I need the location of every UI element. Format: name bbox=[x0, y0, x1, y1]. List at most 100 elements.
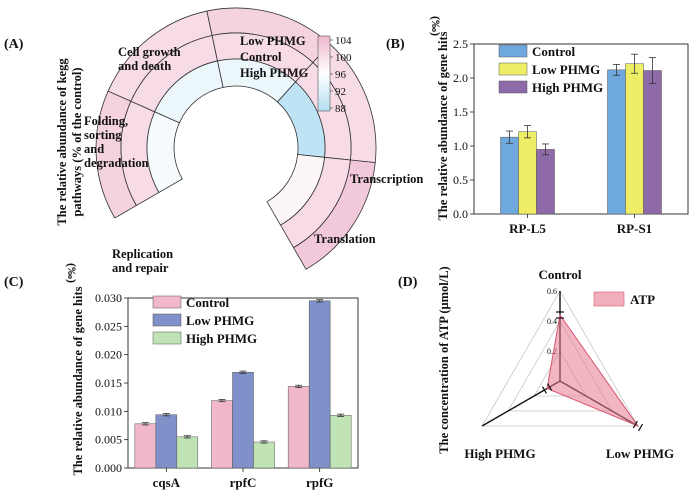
panel-label-c: (C) bbox=[4, 275, 24, 290]
y-tick-label: 1.0 bbox=[453, 139, 468, 153]
radar-tick-label: 0.4 bbox=[547, 317, 557, 326]
x-tick-label: rpfC bbox=[230, 475, 257, 490]
radar-area-atp bbox=[546, 313, 640, 428]
ring-label-low-phmg: Low PHMG bbox=[240, 34, 306, 48]
y-tick-label: 0.0 bbox=[453, 207, 468, 221]
panel-b-ylabel-unit: (‰) bbox=[429, 16, 443, 36]
bar-low-phmg-rp-s1 bbox=[625, 63, 644, 215]
panel-label-d: (D) bbox=[398, 275, 418, 290]
bar-chart-c: 0.000 0.005 0.010 0.015 0.020 0.025 0.030 cqsA r… bbox=[95, 291, 359, 490]
colorbar: 104 100 96 92 88 bbox=[317, 35, 352, 115]
ring-label-high-phmg: High PHMG bbox=[240, 66, 309, 80]
y-tick-label: 2.0 bbox=[453, 71, 468, 85]
radar-chart-d: 0.2 0.4 0.6 Control Low PHMG High PHMG ATP bbox=[464, 267, 674, 461]
legend-label-atp: ATP bbox=[630, 292, 655, 307]
bar-control-rpfg bbox=[287, 386, 310, 469]
x-tick-label: RP-S1 bbox=[617, 221, 652, 236]
category-label-replication-and-repair: Replication bbox=[112, 247, 173, 261]
legend-swatch-high-phmg bbox=[498, 80, 528, 94]
bar-low-phmg-rpfg bbox=[308, 300, 331, 469]
category-label-cell-growth-and-death: and death bbox=[118, 59, 171, 73]
bar-low-phmg-rpfc bbox=[232, 371, 254, 469]
y-tick-label: 0.5 bbox=[453, 173, 468, 187]
category-label-replication-and-repair: and repair bbox=[112, 261, 169, 275]
ring-labels: Low PHMG Control High PHMG bbox=[240, 34, 309, 80]
radar-axis-label-low-phmg: Low PHMG bbox=[606, 446, 674, 461]
bar-control-rp-l5 bbox=[500, 136, 519, 215]
radar-axis-label-high-phmg: High PHMG bbox=[464, 446, 535, 461]
x-tick-label: cqsA bbox=[153, 475, 181, 490]
colorbar-gradient bbox=[317, 35, 331, 112]
category-label-folding-sorting-and-degradation: Folding, bbox=[84, 114, 128, 128]
radial-heatmap bbox=[95, 7, 377, 270]
category-label-folding-sorting-and-degradation: degradation bbox=[84, 156, 149, 170]
legend-swatch-low-phmg bbox=[152, 313, 182, 327]
y-tick-label: 0.020 bbox=[95, 348, 122, 362]
y-tick-label: 0.000 bbox=[95, 461, 122, 475]
legend-label-control: Control bbox=[186, 295, 229, 310]
legend-label-low-phmg: Low PHMG bbox=[532, 62, 600, 77]
radar-tick-label: 0.6 bbox=[547, 287, 557, 296]
category-label-cell-growth-and-death: Cell growth bbox=[118, 45, 181, 59]
radar-error-cap bbox=[541, 386, 547, 394]
legend-swatch-control bbox=[498, 44, 528, 58]
bar-high-phmg-rpfc bbox=[253, 441, 275, 469]
bar-chart-b: 0.0 0.5 1.0 1.5 2.0 2.5 RP-L5 RP-S1 Control Low P… bbox=[453, 37, 689, 236]
legend-swatch-atp bbox=[593, 291, 625, 307]
bar-high-phmg-rp-l5 bbox=[536, 149, 555, 215]
category-label-transcription: Transcription bbox=[350, 172, 423, 186]
panel-d-ylabel: The concentration of ATP (μmol/L) bbox=[437, 266, 451, 453]
panel-b: (B) The relative abundance of gene hits … bbox=[386, 16, 689, 236]
y-tick-label: 0.005 bbox=[95, 433, 122, 447]
legend-label-control: Control bbox=[532, 44, 575, 59]
panel-c-ylabel: The relative abundance of gene hits bbox=[71, 286, 85, 475]
bar-control-rpfc bbox=[211, 400, 233, 469]
category-label-translation: Translation bbox=[314, 232, 376, 246]
legend-swatch-high-phmg bbox=[152, 331, 182, 345]
panel-a-ylabel-line1: The relative abundance of kegg bbox=[55, 58, 69, 226]
panel-label-b: (B) bbox=[386, 37, 405, 52]
bar-high-phmg-rp-s1 bbox=[643, 70, 662, 215]
y-tick-label: 0.015 bbox=[95, 376, 122, 390]
panel-c-ylabel-unit: (‰) bbox=[65, 263, 79, 283]
panel-label-a: (A) bbox=[4, 37, 24, 52]
legend-label-low-phmg: Low PHMG bbox=[186, 313, 254, 328]
panel-a: (A) The relative abundance of kegg pathw… bbox=[4, 7, 423, 275]
x-tick-label: rpfG bbox=[306, 475, 333, 490]
ring-label-control: Control bbox=[240, 50, 282, 64]
colorbar-tick-label: 100 bbox=[335, 52, 352, 64]
y-tick-label: 2.5 bbox=[453, 37, 468, 51]
cell-high-phmg-transcription bbox=[266, 154, 325, 226]
panel-b-ylabel: The relative abundance of gene hits bbox=[436, 31, 450, 220]
colorbar-ticks: 104 100 96 92 88 bbox=[330, 35, 352, 115]
y-tick-label: 1.5 bbox=[453, 105, 468, 119]
bar-control-cqsa bbox=[134, 423, 157, 469]
category-label-folding-sorting-and-degradation: and bbox=[84, 142, 104, 156]
plot-frame bbox=[473, 43, 689, 215]
colorbar-tick-label: 104 bbox=[335, 35, 352, 47]
panel-c: (C) The relative abundance of gene hits … bbox=[4, 263, 359, 490]
legend-label-high-phmg: High PHMG bbox=[532, 80, 603, 95]
legend-label-high-phmg: High PHMG bbox=[186, 331, 257, 346]
radar-tick-label: 0.2 bbox=[547, 347, 557, 356]
bar-high-phmg-cqsa bbox=[176, 436, 199, 469]
bar-control-rp-s1 bbox=[607, 69, 626, 215]
y-tick-label: 0.025 bbox=[95, 319, 122, 333]
panel-a-ylabel-line2: pathways (% of the control) bbox=[70, 67, 84, 216]
radar-error-cap bbox=[632, 420, 638, 429]
bar-low-phmg-rp-l5 bbox=[518, 131, 537, 215]
colorbar-tick-label: 92 bbox=[335, 86, 346, 98]
colorbar-tick-label: 96 bbox=[335, 69, 347, 81]
legend-swatch-control bbox=[152, 295, 182, 309]
y-tick-label: 0.030 bbox=[95, 291, 122, 305]
bar-high-phmg-rpfg bbox=[329, 415, 352, 469]
category-label-folding-sorting-and-degradation: sorting bbox=[84, 128, 122, 142]
radar-error-cap bbox=[547, 383, 553, 391]
x-tick-label: RP-L5 bbox=[509, 221, 546, 236]
radar-error-cap bbox=[638, 423, 644, 432]
radar-grid bbox=[481, 290, 639, 427]
bar-low-phmg-cqsa bbox=[155, 414, 178, 469]
panel-d: (D) The concentration of ATP (μmol/L) 0.… bbox=[398, 266, 674, 461]
